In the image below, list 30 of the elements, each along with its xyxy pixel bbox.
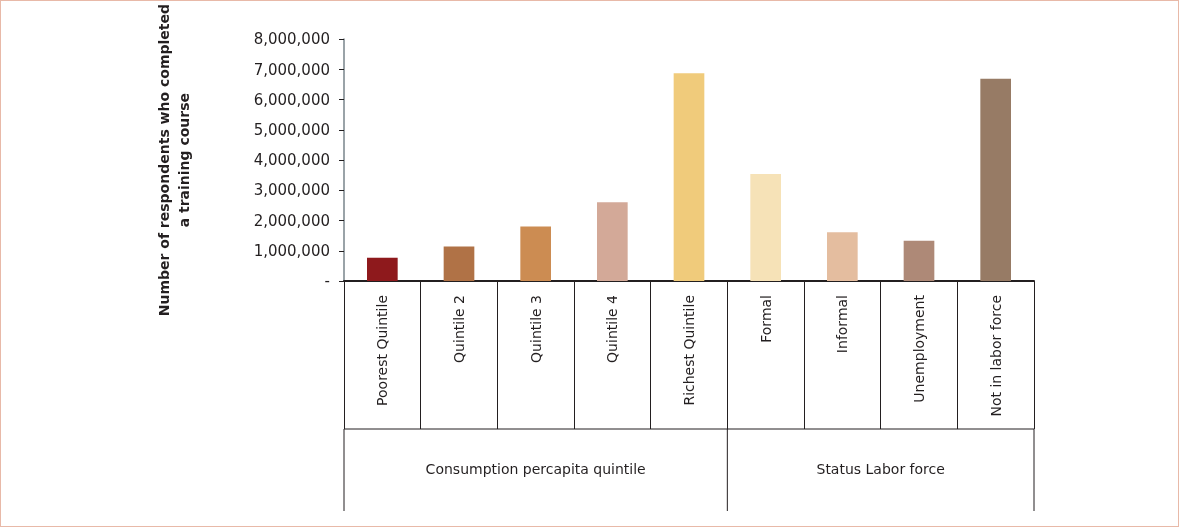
x-tick-label: Unemployment — [911, 294, 927, 403]
bar — [443, 246, 475, 281]
bar — [673, 73, 705, 281]
x-tick-label: Informal — [834, 295, 851, 354]
x-tick-label: Poorest Quintile — [374, 295, 391, 406]
y-tick-label: 4,000,000 — [253, 151, 330, 170]
y-tick-label: 7,000,000 — [253, 60, 330, 79]
y-tick-label: 1,000,000 — [253, 241, 330, 260]
x-tick-label: Not in labor force — [987, 295, 1004, 417]
text: Status Labor force — [816, 461, 945, 477]
y-tick-label: 5,000,000 — [253, 120, 330, 139]
bar — [520, 226, 551, 281]
x-tick-label: Formal — [757, 295, 774, 343]
bar — [827, 232, 858, 281]
x-tick-label: Quintile 4 — [604, 294, 621, 363]
y-tick-label: 3,000,000 — [253, 181, 330, 200]
y-tick-label: - — [324, 272, 330, 290]
y-tick-label: 2,000,000 — [253, 211, 330, 230]
x-tick-label: Quintile 3 — [527, 295, 544, 363]
y-tick-label: 6,000,000 — [253, 90, 330, 109]
bar — [367, 257, 398, 281]
bar — [597, 202, 628, 281]
y-axis-title: Number of respondents who completed a training course — [156, 4, 192, 317]
bar — [903, 240, 935, 281]
text: Consumption percapita quintile — [425, 461, 646, 477]
y-tick-label: 8,000,000 — [253, 30, 330, 49]
x-tick-label: Quintile 2 — [451, 295, 467, 363]
x-tick-label: Richest Quintile — [681, 295, 697, 406]
bar — [980, 78, 1011, 281]
bar — [750, 174, 781, 281]
